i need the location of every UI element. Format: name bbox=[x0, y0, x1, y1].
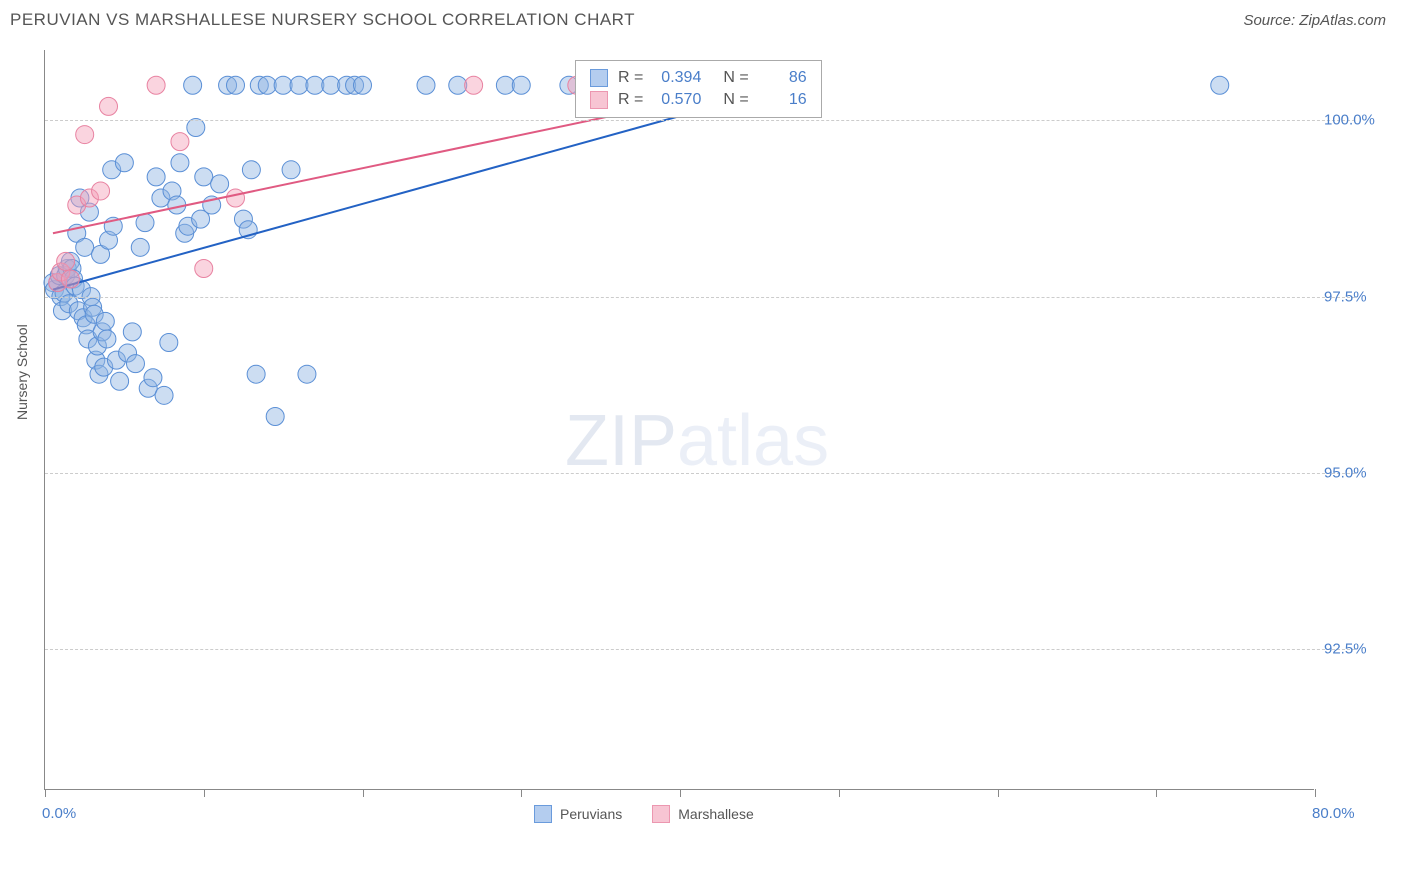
legend: Peruvians Marshallese bbox=[534, 805, 754, 823]
legend-swatch bbox=[534, 805, 552, 823]
stat-n-value: 16 bbox=[759, 91, 807, 109]
grid-line bbox=[45, 120, 1355, 121]
x-tick bbox=[45, 789, 46, 797]
data-point bbox=[465, 76, 483, 94]
data-point bbox=[147, 168, 165, 186]
y-tick-label: 95.0% bbox=[1324, 464, 1367, 481]
data-point bbox=[155, 386, 173, 404]
data-point bbox=[61, 270, 79, 288]
stat-r-label: R = bbox=[618, 91, 643, 109]
data-point bbox=[144, 369, 162, 387]
data-point bbox=[242, 161, 260, 179]
stat-n-value: 86 bbox=[759, 69, 807, 87]
x-tick bbox=[363, 789, 364, 797]
chart-title: PERUVIAN VS MARSHALLESE NURSERY SCHOOL C… bbox=[10, 10, 635, 30]
data-point bbox=[211, 175, 229, 193]
data-point bbox=[247, 365, 265, 383]
x-tick bbox=[204, 789, 205, 797]
data-point bbox=[98, 330, 116, 348]
data-point bbox=[1211, 76, 1229, 94]
x-tick bbox=[839, 789, 840, 797]
grid-line bbox=[45, 297, 1355, 298]
data-point bbox=[274, 76, 292, 94]
data-point bbox=[123, 323, 141, 341]
stat-r-value: 0.570 bbox=[653, 91, 701, 109]
x-tick bbox=[1315, 789, 1316, 797]
data-point bbox=[512, 76, 530, 94]
data-point bbox=[298, 365, 316, 383]
stats-row: R = 0.570 N = 16 bbox=[590, 89, 807, 111]
data-point bbox=[171, 133, 189, 151]
data-point bbox=[171, 154, 189, 172]
stats-box: R = 0.394 N = 86 R = 0.570 N = 16 bbox=[575, 60, 822, 118]
data-point bbox=[184, 76, 202, 94]
data-point bbox=[306, 76, 324, 94]
plot-area: ZIPatlas R =0.394N =86R =0.570N =16 bbox=[44, 50, 1314, 790]
data-point bbox=[136, 214, 154, 232]
data-point bbox=[76, 126, 94, 144]
data-point bbox=[100, 97, 118, 115]
data-point bbox=[322, 76, 340, 94]
y-tick-label: 92.5% bbox=[1324, 641, 1367, 658]
x-tick-label: 0.0% bbox=[42, 805, 76, 822]
stats-swatch bbox=[590, 91, 608, 109]
legend-item: Peruvians bbox=[534, 805, 622, 823]
data-point bbox=[131, 238, 149, 256]
data-point bbox=[111, 372, 129, 390]
data-point bbox=[76, 238, 94, 256]
scatter-svg bbox=[45, 50, 1315, 790]
legend-swatch bbox=[652, 805, 670, 823]
data-point bbox=[258, 76, 276, 94]
x-tick-label: 80.0% bbox=[1312, 805, 1355, 822]
stats-swatch bbox=[590, 69, 608, 87]
data-point bbox=[147, 76, 165, 94]
stat-r-label: R = bbox=[618, 69, 643, 87]
grid-line bbox=[45, 649, 1355, 650]
x-tick bbox=[1156, 789, 1157, 797]
stat-r-value: 0.394 bbox=[653, 69, 701, 87]
grid-line bbox=[45, 473, 1355, 474]
data-point bbox=[92, 182, 110, 200]
stats-row: R = 0.394 N = 86 bbox=[590, 67, 807, 89]
x-tick bbox=[521, 789, 522, 797]
data-point bbox=[96, 312, 114, 330]
data-point bbox=[227, 189, 245, 207]
x-tick bbox=[998, 789, 999, 797]
data-point bbox=[449, 76, 467, 94]
x-tick bbox=[680, 789, 681, 797]
data-point bbox=[496, 76, 514, 94]
y-axis-label: Nursery School bbox=[14, 324, 30, 420]
data-point bbox=[354, 76, 372, 94]
chart-source: Source: ZipAtlas.com bbox=[1243, 12, 1386, 29]
y-tick-label: 100.0% bbox=[1324, 112, 1375, 129]
legend-label: Marshallese bbox=[678, 806, 753, 822]
chart-container: Nursery School ZIPatlas R =0.394N =86R =… bbox=[44, 50, 1384, 820]
data-point bbox=[195, 168, 213, 186]
stat-n-label: N = bbox=[723, 69, 748, 87]
stat-n-label: N = bbox=[723, 91, 748, 109]
data-point bbox=[417, 76, 435, 94]
data-point bbox=[115, 154, 133, 172]
data-point bbox=[126, 355, 144, 373]
data-point bbox=[282, 161, 300, 179]
data-point bbox=[290, 76, 308, 94]
data-point bbox=[57, 252, 75, 270]
data-point bbox=[160, 333, 178, 351]
legend-label: Peruvians bbox=[560, 806, 622, 822]
data-point bbox=[227, 76, 245, 94]
y-tick-label: 97.5% bbox=[1324, 288, 1367, 305]
legend-item: Marshallese bbox=[652, 805, 753, 823]
data-point bbox=[195, 259, 213, 277]
data-point bbox=[266, 407, 284, 425]
chart-header: PERUVIAN VS MARSHALLESE NURSERY SCHOOL C… bbox=[0, 0, 1406, 40]
